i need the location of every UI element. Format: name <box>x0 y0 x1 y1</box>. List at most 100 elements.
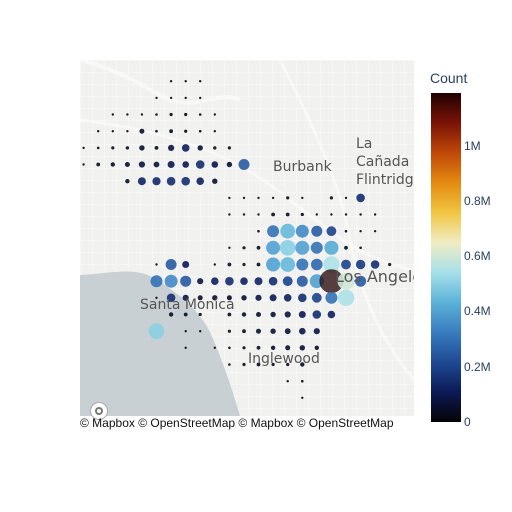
map-marker[interactable] <box>198 312 202 317</box>
map-marker[interactable] <box>344 229 348 233</box>
map-marker[interactable] <box>241 312 247 317</box>
map-marker[interactable] <box>359 230 362 233</box>
map-marker[interactable] <box>199 96 202 100</box>
map-marker[interactable] <box>125 179 130 184</box>
map-marker[interactable] <box>254 277 263 286</box>
map-marker[interactable] <box>283 294 292 302</box>
map-marker[interactable] <box>198 113 202 116</box>
map-marker[interactable] <box>373 230 377 233</box>
map-marker[interactable] <box>270 328 276 334</box>
map-marker[interactable] <box>285 345 291 351</box>
map-marker[interactable] <box>298 311 306 318</box>
map-marker[interactable] <box>96 146 100 150</box>
map-marker[interactable] <box>257 196 260 200</box>
map-marker[interactable] <box>111 113 114 116</box>
map-marker[interactable] <box>184 346 187 349</box>
map-marker[interactable] <box>323 256 340 273</box>
map-marker[interactable] <box>319 269 344 294</box>
map-marker[interactable] <box>111 146 115 150</box>
map-marker[interactable] <box>326 226 337 237</box>
map-marker[interactable] <box>280 223 296 239</box>
map-marker[interactable] <box>155 296 158 299</box>
map-attribution[interactable]: © Mapbox © OpenStreetMap © Mapbox © Open… <box>80 416 394 430</box>
map-marker[interactable] <box>82 163 85 166</box>
map-marker[interactable] <box>298 293 307 303</box>
map-marker[interactable] <box>284 328 291 335</box>
map-marker[interactable] <box>213 146 217 150</box>
map-marker[interactable] <box>311 225 323 237</box>
map-marker[interactable] <box>271 212 275 217</box>
map-marker[interactable] <box>137 177 146 186</box>
map-marker[interactable] <box>213 263 216 266</box>
map-marker[interactable] <box>155 129 158 133</box>
map-marker[interactable] <box>97 130 100 133</box>
map-marker[interactable] <box>238 159 250 170</box>
map-marker[interactable] <box>164 274 178 288</box>
map-marker[interactable] <box>226 295 232 301</box>
map-marker[interactable] <box>184 112 188 117</box>
mapbox-logo-icon[interactable] <box>90 402 108 420</box>
map-marker[interactable] <box>195 160 205 169</box>
map-marker[interactable] <box>212 295 218 301</box>
map-marker[interactable] <box>256 312 261 317</box>
map-marker[interactable] <box>228 213 231 216</box>
map-marker[interactable] <box>228 196 231 200</box>
map-marker[interactable] <box>241 295 247 301</box>
map-marker[interactable] <box>126 113 129 116</box>
map-marker[interactable] <box>313 328 320 335</box>
map-marker[interactable] <box>337 289 355 306</box>
map-marker[interactable] <box>270 311 276 318</box>
map-marker[interactable] <box>242 246 246 250</box>
map-marker[interactable] <box>227 262 232 267</box>
map-marker[interactable] <box>315 213 318 216</box>
map-marker[interactable] <box>82 146 85 150</box>
map-marker[interactable] <box>344 245 348 250</box>
map-marker[interactable] <box>301 379 304 383</box>
map-marker[interactable] <box>299 345 305 351</box>
map-marker[interactable] <box>167 161 175 168</box>
map-marker[interactable] <box>266 240 281 255</box>
map-marker[interactable] <box>96 162 101 167</box>
map-marker[interactable] <box>295 224 309 238</box>
map-marker[interactable] <box>271 362 275 367</box>
map-marker[interactable] <box>256 328 261 334</box>
map-marker[interactable] <box>344 213 348 216</box>
map-marker[interactable] <box>356 193 365 203</box>
map-marker[interactable] <box>155 263 158 266</box>
map-marker[interactable] <box>310 241 323 254</box>
map-marker[interactable] <box>125 146 130 150</box>
map-marker[interactable] <box>256 362 261 367</box>
map-marker[interactable] <box>359 213 362 216</box>
map-marker[interactable] <box>182 161 189 168</box>
map-marker[interactable] <box>341 259 351 270</box>
map-marker[interactable] <box>213 346 216 349</box>
map-marker[interactable] <box>242 262 246 267</box>
map-marker[interactable] <box>155 113 158 116</box>
map-marker[interactable] <box>228 346 231 350</box>
map-marker[interactable] <box>196 177 204 185</box>
map-marker[interactable] <box>256 262 261 267</box>
map-marker[interactable] <box>150 275 163 288</box>
map-marker[interactable] <box>183 312 188 317</box>
map-marker[interactable] <box>228 246 231 249</box>
map-marker[interactable] <box>182 261 190 268</box>
map-marker[interactable] <box>312 310 322 319</box>
map-marker[interactable] <box>165 259 177 270</box>
map-marker[interactable] <box>311 292 322 303</box>
map-marker[interactable] <box>268 276 278 286</box>
map-marker[interactable] <box>153 161 160 168</box>
map-marker[interactable] <box>181 144 190 152</box>
map-marker[interactable] <box>227 329 231 333</box>
map-marker[interactable] <box>270 345 276 350</box>
map-marker[interactable] <box>285 212 290 217</box>
map-marker[interactable] <box>228 363 231 366</box>
map-marker[interactable] <box>295 240 310 255</box>
map-marker[interactable] <box>199 330 202 333</box>
map-marker[interactable] <box>226 161 233 168</box>
map-marker[interactable] <box>184 330 187 333</box>
map-marker[interactable] <box>286 362 290 367</box>
map-marker[interactable] <box>184 129 188 133</box>
map-marker[interactable] <box>242 329 246 334</box>
map-marker[interactable] <box>154 146 159 150</box>
map-marker[interactable] <box>213 130 216 133</box>
